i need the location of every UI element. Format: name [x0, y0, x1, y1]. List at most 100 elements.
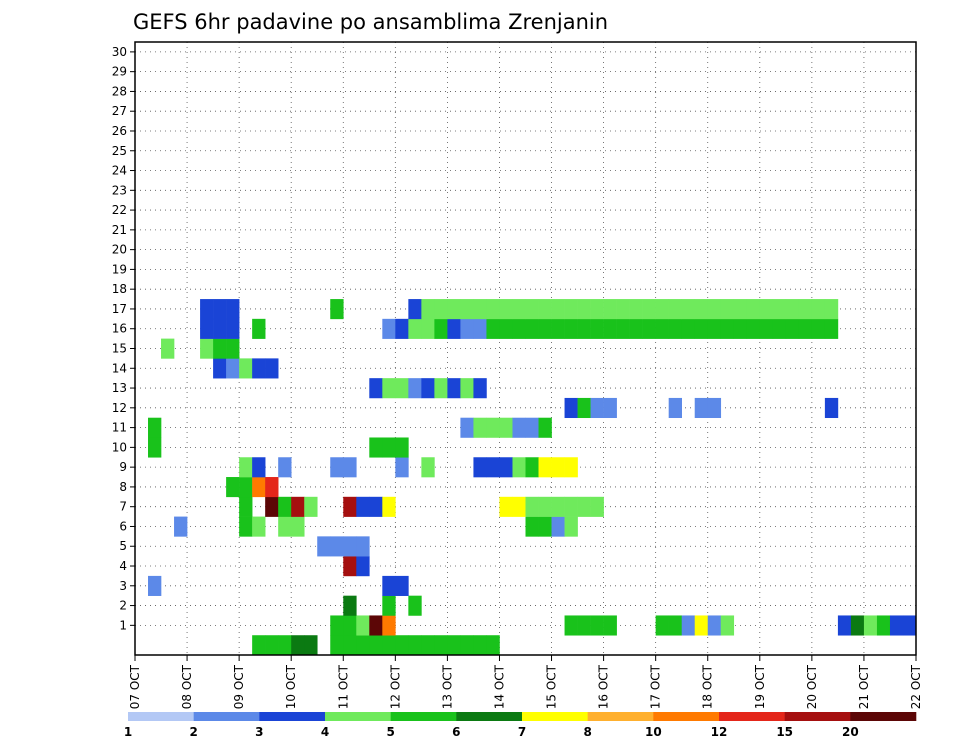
heatmap-cell [330, 615, 344, 636]
heatmap-cell [356, 496, 370, 517]
heatmap-cell [239, 457, 253, 478]
heatmap-cell [694, 397, 709, 419]
y-tick-label: 25 [112, 144, 127, 158]
heatmap-cell [798, 318, 813, 339]
heatmap-cell [408, 299, 422, 320]
heatmap-cell [252, 635, 266, 656]
heatmap-cell [421, 299, 435, 320]
x-tick-label: 07 OCT [128, 664, 142, 709]
heatmap-cell [512, 457, 526, 478]
heatmap-cell [265, 358, 279, 379]
heatmap-cell [356, 635, 370, 656]
x-tick-label: 14 OCT [492, 664, 506, 709]
heatmap-cell [785, 318, 800, 339]
heatmap-cell [408, 595, 422, 616]
heatmap-cell [395, 575, 409, 596]
x-tick-label: 11 OCT [336, 664, 350, 709]
heatmap-cell [616, 299, 630, 320]
heatmap-cell [447, 635, 461, 656]
heatmap-cell [265, 635, 279, 656]
x-tick-label: 17 OCT [649, 664, 663, 709]
heatmap-cell [655, 318, 669, 339]
heatmap-cell [239, 477, 253, 498]
heatmap-cell [642, 318, 656, 339]
x-tick-label: 15 OCT [545, 664, 559, 709]
heatmap-cell [252, 358, 266, 379]
legend-label: 8 [583, 725, 591, 739]
x-tick-label: 10 OCT [284, 664, 298, 709]
y-tick-label: 20 [112, 243, 127, 257]
y-tick-label: 6 [119, 519, 127, 533]
heatmap-cell [408, 635, 422, 656]
heatmap-cell [889, 615, 904, 636]
heatmap-cell [681, 299, 696, 320]
legend-swatch [390, 712, 457, 721]
legend-label: 4 [321, 725, 329, 739]
heatmap-cell [798, 299, 813, 320]
y-tick-label: 11 [112, 421, 127, 435]
heatmap-cell [356, 615, 370, 636]
heatmap-cell [278, 635, 292, 656]
heatmap-cell [395, 635, 409, 656]
heatmap-cell [538, 516, 552, 537]
heatmap-cell [590, 397, 604, 419]
heatmap-cell [291, 496, 305, 517]
heatmap-cell [538, 299, 552, 320]
legend-label: 7 [518, 725, 526, 739]
heatmap-cell [902, 615, 917, 636]
heatmap-cell [447, 378, 461, 399]
y-axis-ticks: 1234567891011121314151617181920212223242… [112, 45, 135, 632]
y-tick-label: 26 [112, 124, 127, 138]
legend-label: 5 [386, 725, 394, 739]
heatmap-cell [707, 397, 722, 419]
legend-swatch [259, 712, 326, 721]
legend-label: 20 [842, 725, 859, 739]
heatmap-cell [473, 457, 487, 478]
legend-label: 2 [189, 725, 197, 739]
heatmap-cell [551, 496, 565, 517]
y-tick-label: 4 [119, 559, 127, 573]
x-tick-label: 09 OCT [232, 664, 246, 709]
heatmap-cell [655, 615, 669, 636]
heatmap-cell [551, 457, 565, 478]
heatmap-cell [226, 358, 240, 379]
heatmap-cell [343, 635, 357, 656]
heatmap-cell [512, 417, 526, 438]
heatmap-cell [486, 417, 500, 438]
y-tick-label: 15 [112, 342, 127, 356]
heatmap-cell [499, 417, 513, 438]
x-tick-label: 19 OCT [753, 664, 767, 709]
heatmap-cell [876, 615, 891, 636]
heatmap-cell [408, 378, 422, 399]
heatmap-cell [473, 378, 487, 399]
x-tick-label: 20 OCT [805, 664, 819, 709]
heatmap-cell [746, 299, 761, 320]
heatmap-cell [226, 299, 240, 320]
heatmap-cell [486, 318, 500, 339]
heatmap-cell [291, 516, 305, 537]
legend-swatch [456, 712, 523, 721]
y-tick-label: 30 [112, 45, 127, 59]
y-tick-label: 18 [112, 282, 127, 296]
heatmap-cell [603, 397, 617, 419]
legend-swatch [522, 712, 588, 721]
heatmap-cell [330, 536, 344, 557]
x-tick-label: 08 OCT [180, 664, 194, 709]
heatmap-cell [616, 318, 630, 339]
heatmap-cell [473, 417, 487, 438]
heatmap-cell [525, 496, 539, 517]
heatmap-cell [434, 318, 448, 339]
heatmap-cell [486, 457, 500, 478]
heatmap-cell [499, 318, 513, 339]
heatmap-cell [551, 516, 565, 537]
heatmap-cells [148, 299, 917, 656]
heatmap-cell [486, 299, 500, 320]
heatmap-cell [694, 318, 709, 339]
heatmap-cell [590, 615, 604, 636]
heatmap-cell [499, 457, 513, 478]
heatmap-cell [252, 516, 266, 537]
heatmap-cell [525, 417, 539, 438]
heatmap-cell [421, 457, 435, 478]
heatmap-cell [811, 299, 826, 320]
heatmap-cell [226, 338, 240, 359]
